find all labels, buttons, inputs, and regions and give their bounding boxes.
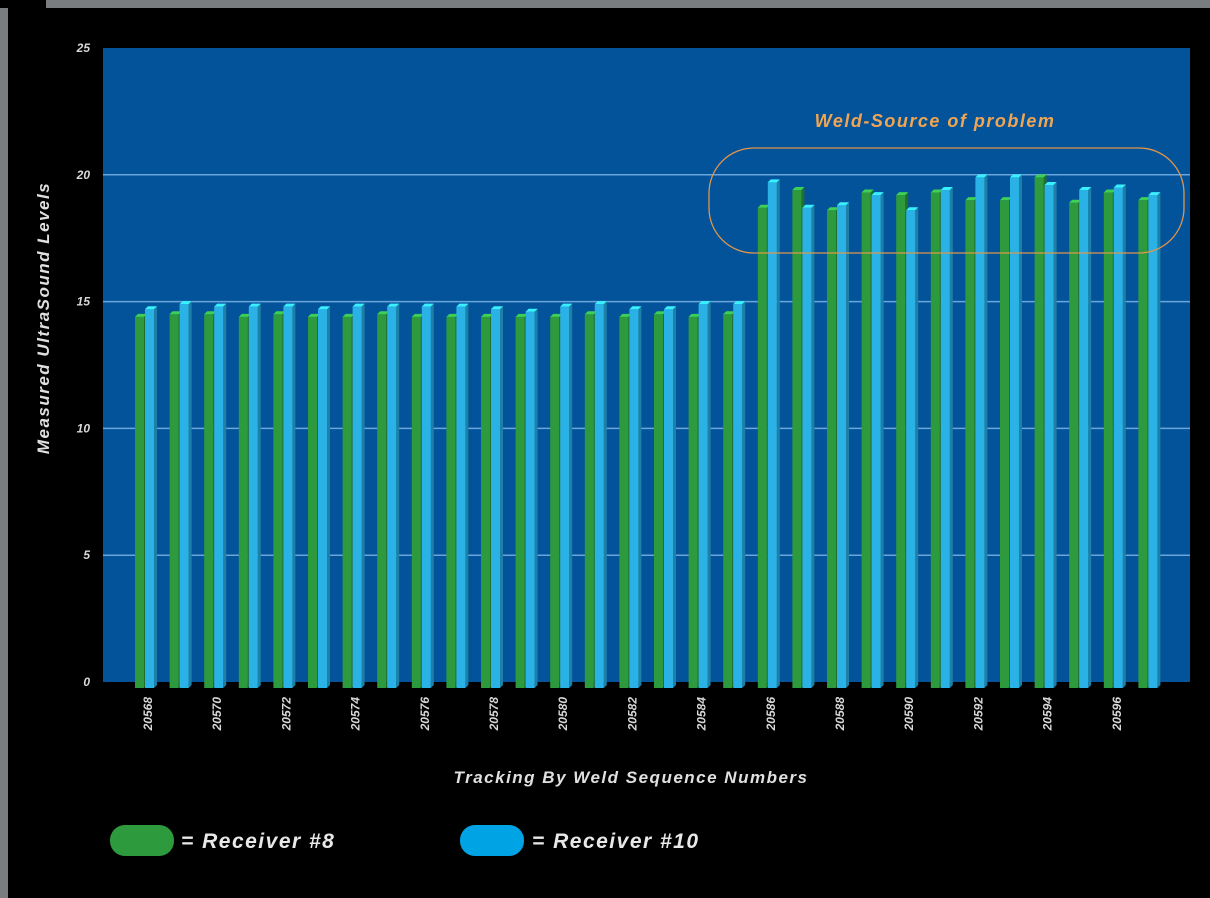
bar-receiver-10 xyxy=(975,174,988,688)
y-tick-labels: 0 5 10 15 20 25 xyxy=(76,41,91,689)
bar-receiver-10 xyxy=(871,192,884,688)
x-tick-label: 20574 xyxy=(349,697,363,732)
bar-receiver-10 xyxy=(456,303,469,688)
y-tick-label: 25 xyxy=(76,41,91,55)
y-axis-title: Measured UltraSound Levels xyxy=(34,182,53,454)
bar-receiver-10 xyxy=(525,308,538,688)
bar-receiver-10 xyxy=(145,306,157,688)
x-tick-label: 20582 xyxy=(625,697,639,732)
bar-receiver-10 xyxy=(1079,187,1092,689)
x-tick-label: 20576 xyxy=(418,697,432,732)
bar-receiver-10 xyxy=(733,301,746,688)
x-tick-label: 20590 xyxy=(902,697,916,732)
bar-receiver-10 xyxy=(802,204,815,688)
x-tick-label: 20588 xyxy=(833,697,847,732)
y-tick-label: 5 xyxy=(83,548,90,562)
x-tick-label: 20570 xyxy=(210,697,224,732)
legend-label-receiver-10: = Receiver #10 xyxy=(532,830,700,853)
x-tick-label: 20594 xyxy=(1041,697,1055,732)
bar-receiver-10 xyxy=(1148,192,1161,688)
legend-swatch-receiver-8 xyxy=(110,825,174,856)
x-tick-label: 20592 xyxy=(971,697,985,732)
legend-label-receiver-8: = Receiver #8 xyxy=(181,830,335,853)
annotation-text: Weld-Source of problem xyxy=(815,111,1056,131)
bar-receiver-10 xyxy=(940,187,953,689)
x-tick-label: 20584 xyxy=(695,697,709,732)
x-tick-label: 20572 xyxy=(279,697,293,732)
bar-receiver-10 xyxy=(698,301,711,688)
bar-receiver-10 xyxy=(1113,184,1126,689)
x-tick-label: 20568 xyxy=(141,697,155,732)
x-tick-label: 20586 xyxy=(764,697,778,732)
x-tick-label: 20596 xyxy=(1110,697,1124,732)
x-tick-label: 20578 xyxy=(487,697,501,732)
bar-receiver-10 xyxy=(214,303,227,688)
x-tick-labels: 20568 20570 20572 20574 20576 20578 20580 20582… xyxy=(141,697,1124,732)
bar-receiver-10 xyxy=(318,306,330,688)
bar-receiver-10 xyxy=(421,303,434,688)
bar-receiver-10 xyxy=(179,301,192,688)
bar-receiver-10 xyxy=(837,202,849,688)
bar-receiver-10 xyxy=(767,179,780,688)
bar-receiver-10 xyxy=(906,207,919,688)
bar-receiver-10 xyxy=(664,306,676,688)
x-tick-label: 20580 xyxy=(556,697,570,732)
bar-receiver-10 xyxy=(352,303,365,688)
bar-receiver-10 xyxy=(387,303,400,688)
bar-receiver-10 xyxy=(248,303,261,688)
frame-corner xyxy=(0,0,46,8)
legend: = Receiver #8 = Receiver #10 xyxy=(110,825,700,856)
y-tick-label: 0 xyxy=(83,675,90,689)
legend-swatch-receiver-10 xyxy=(460,825,524,856)
bar-receiver-10 xyxy=(283,303,296,688)
y-tick-label: 10 xyxy=(77,421,91,435)
plot-area xyxy=(103,48,1190,682)
bar-receiver-10 xyxy=(491,306,503,688)
problem-highlight-outline xyxy=(708,147,1185,254)
bar-receiver-10 xyxy=(629,306,642,688)
bar-receiver-10 xyxy=(1010,174,1022,688)
bar-receiver-10 xyxy=(594,301,607,688)
bar-receiver-10 xyxy=(1044,181,1057,688)
y-tick-label: 15 xyxy=(77,295,91,309)
y-tick-label: 20 xyxy=(76,168,91,182)
bars xyxy=(135,174,1161,689)
bar-receiver-10 xyxy=(560,303,573,688)
x-axis-title: Tracking By Weld Sequence Numbers xyxy=(454,768,809,787)
